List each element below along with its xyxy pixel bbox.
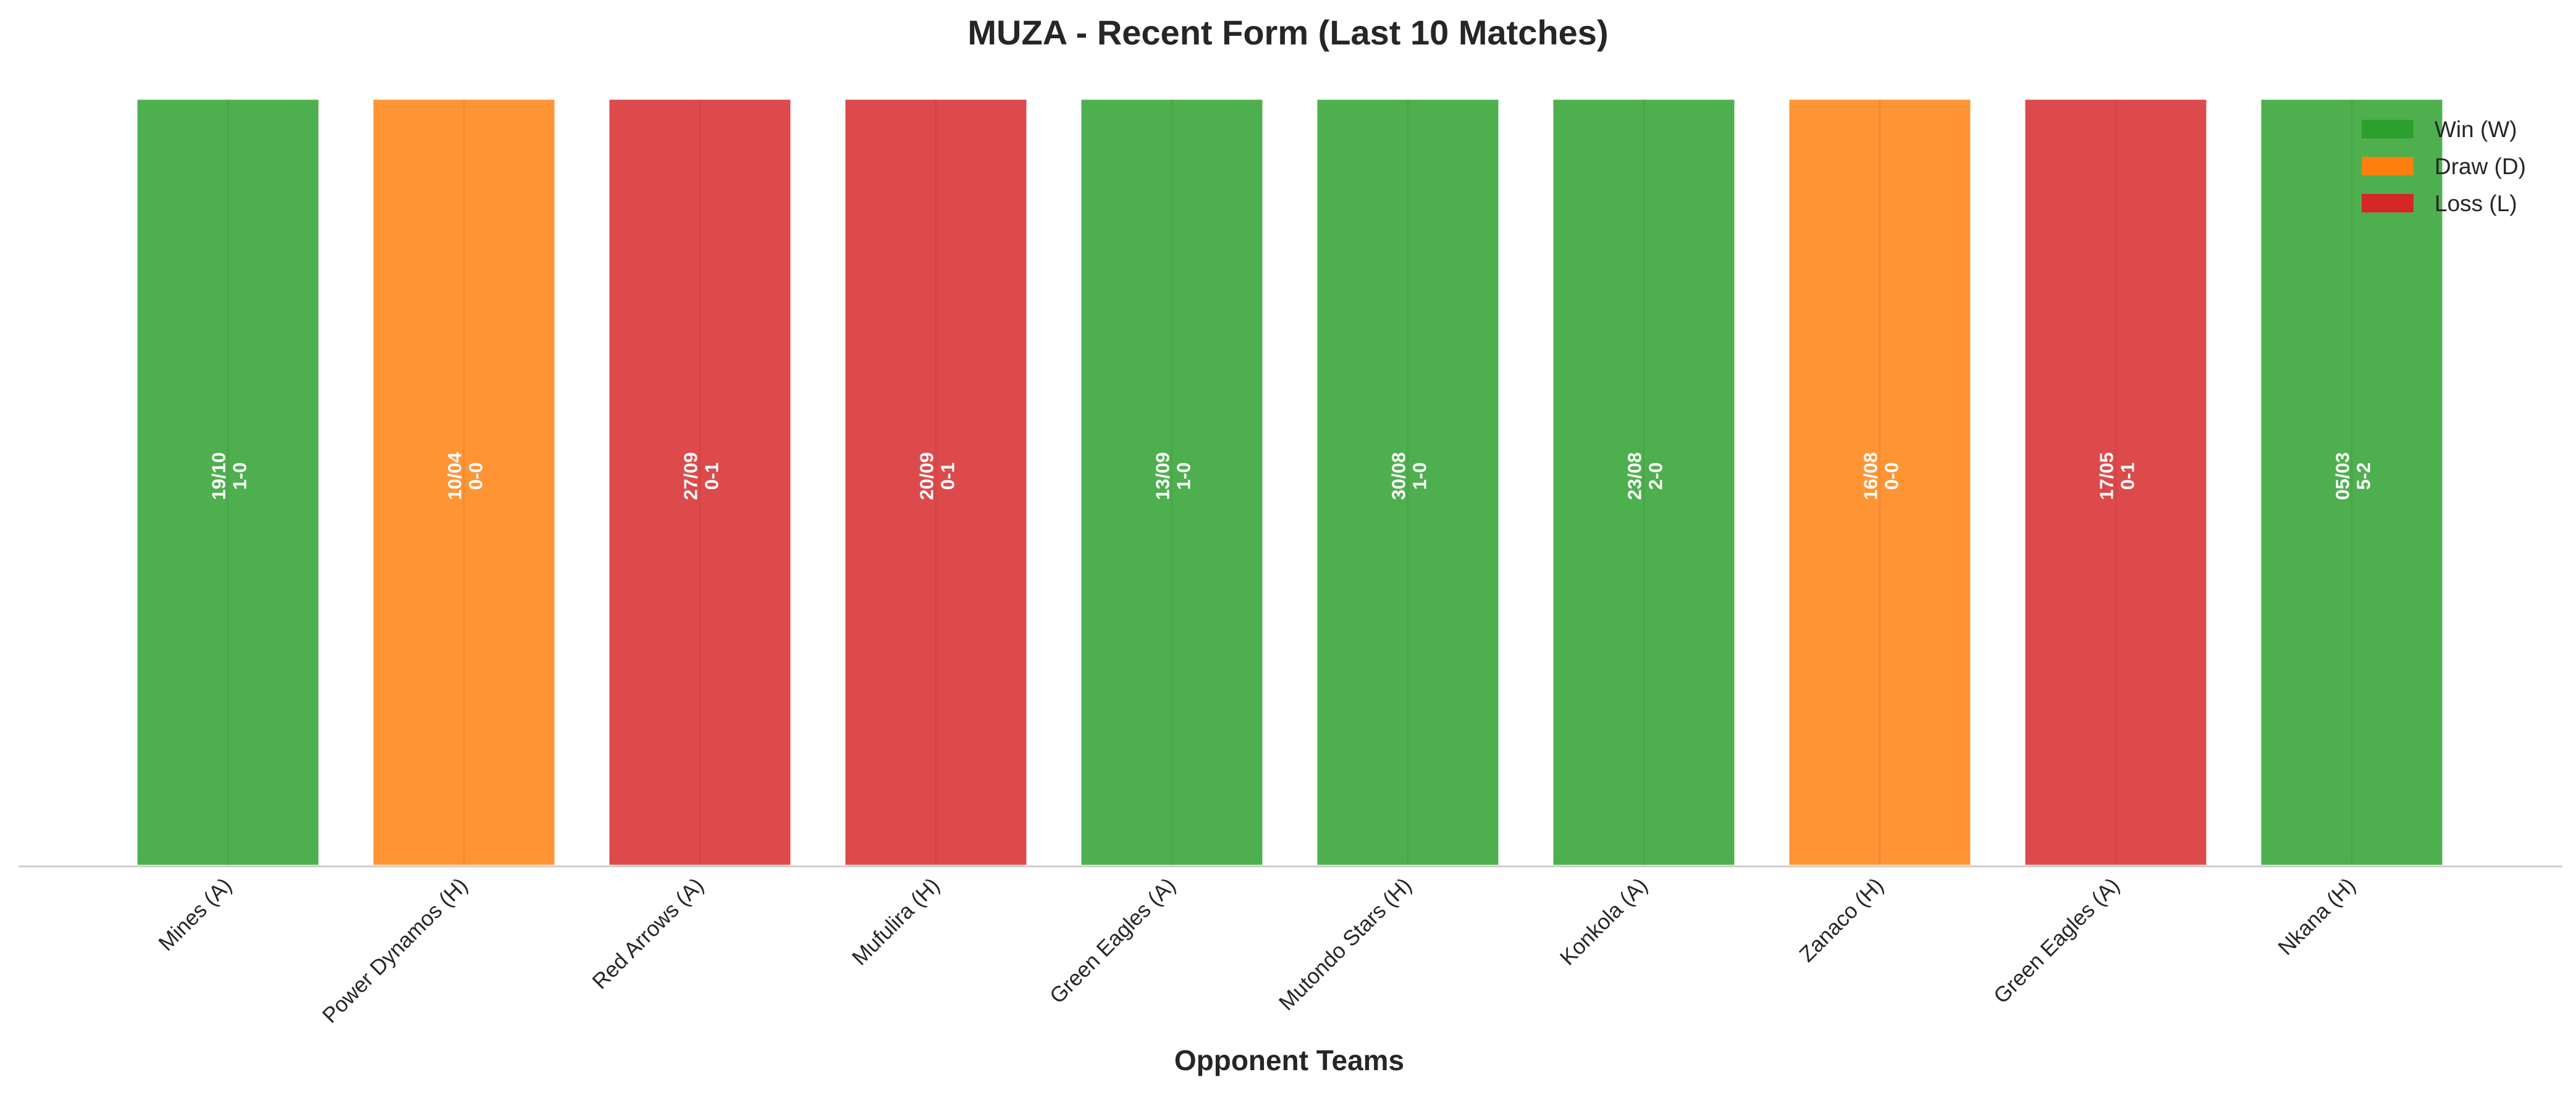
chart-title: MUZA - Recent Form (Last 10 Matches)	[967, 13, 1608, 52]
bar-label-date: 13/09	[1151, 452, 1173, 500]
bar-label: 30/081-0	[1387, 452, 1430, 500]
bar-label-score: 0-0	[1880, 463, 1902, 490]
bar-label-date: 27/09	[680, 452, 701, 500]
bar-label-date: 19/10	[208, 452, 229, 500]
bar-label-score: 0-0	[465, 463, 486, 490]
x-tick-label: Green Eagles (A)	[1045, 873, 1181, 1008]
bar-label-score: 5-2	[2352, 463, 2374, 490]
legend-label-d: Draw (D)	[2435, 154, 2526, 179]
bar-3	[607, 98, 793, 867]
x-tick-label: Zanaco (H)	[1795, 873, 1888, 966]
x-tick-labels: Mines (A) Power Dynamos (H) Red Arrows (A)…	[154, 873, 2360, 1028]
bar-10	[2259, 98, 2444, 867]
x-tick-label: Mines (A)	[154, 873, 236, 955]
bar-1	[135, 98, 321, 867]
x-tick-label: Konkola (A)	[1555, 873, 1652, 970]
legend-swatch-d	[2362, 157, 2414, 175]
bar-label: 27/090-1	[680, 452, 722, 500]
legend-swatch-w	[2362, 120, 2414, 138]
bar-label-date: 23/08	[1623, 452, 1645, 500]
bar-label: 05/035-2	[2331, 452, 2374, 500]
x-axis-label: Opponent Teams	[1174, 1044, 1404, 1076]
bar-label: 19/101-0	[208, 452, 250, 500]
bar-label-date: 17/05	[2095, 452, 2117, 500]
bar-4	[843, 98, 1029, 867]
legend-label-l: Loss (L)	[2435, 191, 2517, 216]
bar-label-score: 2-0	[1644, 463, 1666, 490]
bar-label: 20/090-1	[915, 452, 958, 500]
x-tick-label: Mufulira (H)	[848, 873, 945, 970]
legend-swatch-l	[2362, 194, 2414, 212]
x-tick-label: Green Eagles (A)	[1989, 873, 2124, 1008]
bar-label: 10/040-0	[444, 451, 486, 500]
bar-label-date: 16/08	[1859, 452, 1881, 500]
x-tick-label: Power Dynamos (H)	[318, 873, 472, 1028]
bar-5	[1079, 98, 1265, 867]
bar-7	[1551, 98, 1736, 867]
bar-label: 23/082-0	[1623, 452, 1666, 500]
legend: Win (W) Draw (D) Loss (L)	[2362, 117, 2526, 216]
bars-group: 19/101-0 10/040-0 27/090-1 20/090-1 13/091-0…	[135, 98, 2444, 867]
legend-label-w: Win (W)	[2435, 117, 2517, 142]
bar-label-score: 1-0	[229, 463, 250, 490]
bar-label-date: 20/09	[915, 452, 937, 500]
bar-label-score: 0-1	[2116, 463, 2138, 490]
bar-2	[371, 98, 557, 867]
bar-label: 13/091-0	[1151, 452, 1194, 500]
bar-label-date: 30/08	[1387, 452, 1409, 500]
bar-6	[1315, 98, 1501, 867]
x-tick-label: Red Arrows (A)	[587, 873, 708, 994]
bar-label-score: 1-0	[1172, 463, 1194, 490]
x-tick-label: Nkana (H)	[2273, 873, 2360, 960]
bar-label: 16/080-0	[1859, 452, 1902, 500]
x-tick-label: Mutondo Stars (H)	[1274, 873, 1416, 1015]
bar-label-date: 10/04	[444, 451, 465, 500]
bar-label: 17/050-1	[2095, 452, 2138, 500]
bar-label-score: 0-1	[701, 463, 722, 490]
bar-label-date: 05/03	[2331, 452, 2353, 500]
bar-label-score: 1-0	[1408, 463, 1430, 490]
bar-label-score: 0-1	[937, 463, 958, 490]
